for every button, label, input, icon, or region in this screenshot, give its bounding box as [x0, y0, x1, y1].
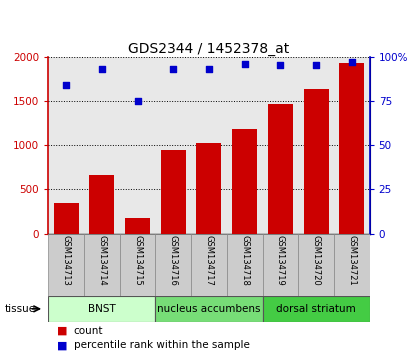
Point: [277, 63, 284, 68]
Bar: [262, 296, 370, 322]
Text: dorsal striatum: dorsal striatum: [276, 304, 356, 314]
Bar: [89, 175, 114, 234]
Text: nucleus accumbens: nucleus accumbens: [157, 304, 261, 314]
Bar: [227, 234, 262, 296]
Text: ■: ■: [57, 326, 67, 336]
Text: tissue: tissue: [4, 304, 35, 314]
Bar: [48, 234, 84, 296]
Bar: [197, 143, 221, 234]
Text: GSM134719: GSM134719: [276, 235, 285, 286]
Text: GSM134715: GSM134715: [133, 235, 142, 286]
Text: GSM134721: GSM134721: [347, 235, 356, 286]
Text: GSM134714: GSM134714: [97, 235, 106, 286]
Bar: [84, 234, 120, 296]
Point: [63, 82, 70, 88]
Bar: [120, 234, 155, 296]
Point: [98, 66, 105, 72]
Bar: [161, 150, 186, 234]
Text: percentile rank within the sample: percentile rank within the sample: [74, 340, 249, 350]
Bar: [268, 103, 293, 234]
Bar: [339, 63, 364, 234]
Bar: [191, 234, 227, 296]
Text: GSM134720: GSM134720: [312, 235, 320, 286]
Point: [134, 98, 141, 104]
Bar: [155, 296, 262, 322]
Point: [312, 63, 319, 68]
Bar: [54, 202, 79, 234]
Text: BNST: BNST: [88, 304, 116, 314]
Bar: [232, 129, 257, 234]
Text: GSM134713: GSM134713: [62, 235, 71, 286]
Bar: [155, 234, 191, 296]
Point: [349, 59, 355, 65]
Text: count: count: [74, 326, 103, 336]
Bar: [298, 234, 334, 296]
Bar: [262, 234, 298, 296]
Point: [241, 61, 248, 67]
Bar: [48, 296, 155, 322]
Text: GSM134717: GSM134717: [205, 235, 213, 286]
Text: GSM134716: GSM134716: [169, 235, 178, 286]
Title: GDS2344 / 1452378_at: GDS2344 / 1452378_at: [129, 42, 289, 56]
Text: GSM134718: GSM134718: [240, 235, 249, 286]
Bar: [125, 218, 150, 234]
Bar: [304, 88, 328, 234]
Point: [170, 66, 177, 72]
Bar: [334, 234, 370, 296]
Point: [206, 66, 212, 72]
Text: ■: ■: [57, 340, 67, 350]
